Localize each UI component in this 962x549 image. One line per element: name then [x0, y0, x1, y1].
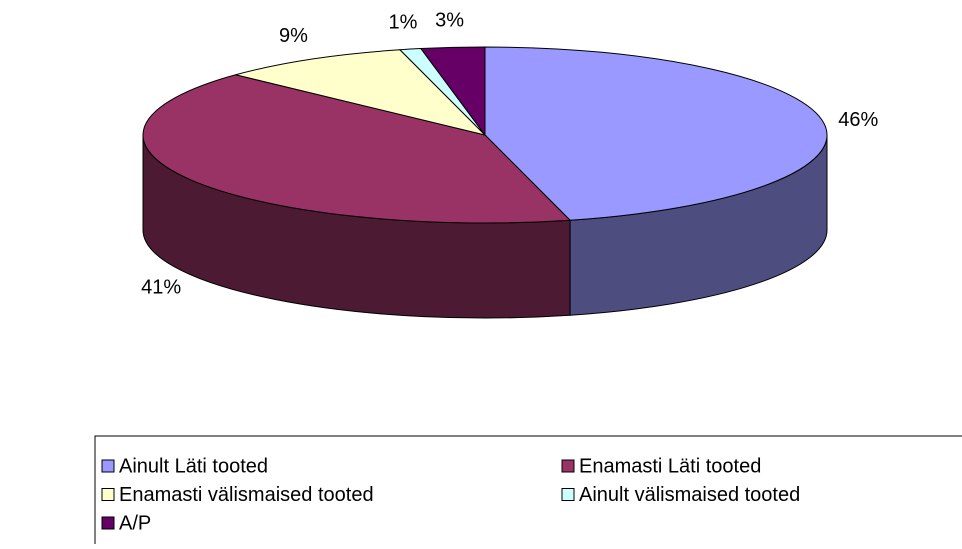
legend-swatch [101, 459, 115, 473]
legend-label: Enamasti Läti tooted [579, 455, 761, 477]
legend-label: A/P [119, 512, 151, 534]
legend-swatch [561, 488, 575, 501]
legend-label: Enamasti välismaised tooted [119, 484, 374, 506]
pie-slice [484, 46, 828, 221]
legend-label: Ainult välismaised tooted [579, 484, 800, 506]
data-label: 9% [279, 25, 308, 47]
legend-swatch [101, 488, 115, 501]
legend-box [94, 435, 962, 549]
pie-slice [419, 46, 486, 137]
legend-swatch [101, 516, 115, 530]
data-label: 1% [388, 12, 417, 34]
legend-label: Ainult Läti tooted [119, 455, 268, 477]
data-label: 46% [838, 109, 878, 131]
pie-slice [235, 49, 487, 136]
data-label: 41% [141, 277, 181, 299]
legend-swatch [561, 459, 575, 473]
data-label: 3% [435, 9, 464, 31]
pie-slice [142, 74, 572, 224]
